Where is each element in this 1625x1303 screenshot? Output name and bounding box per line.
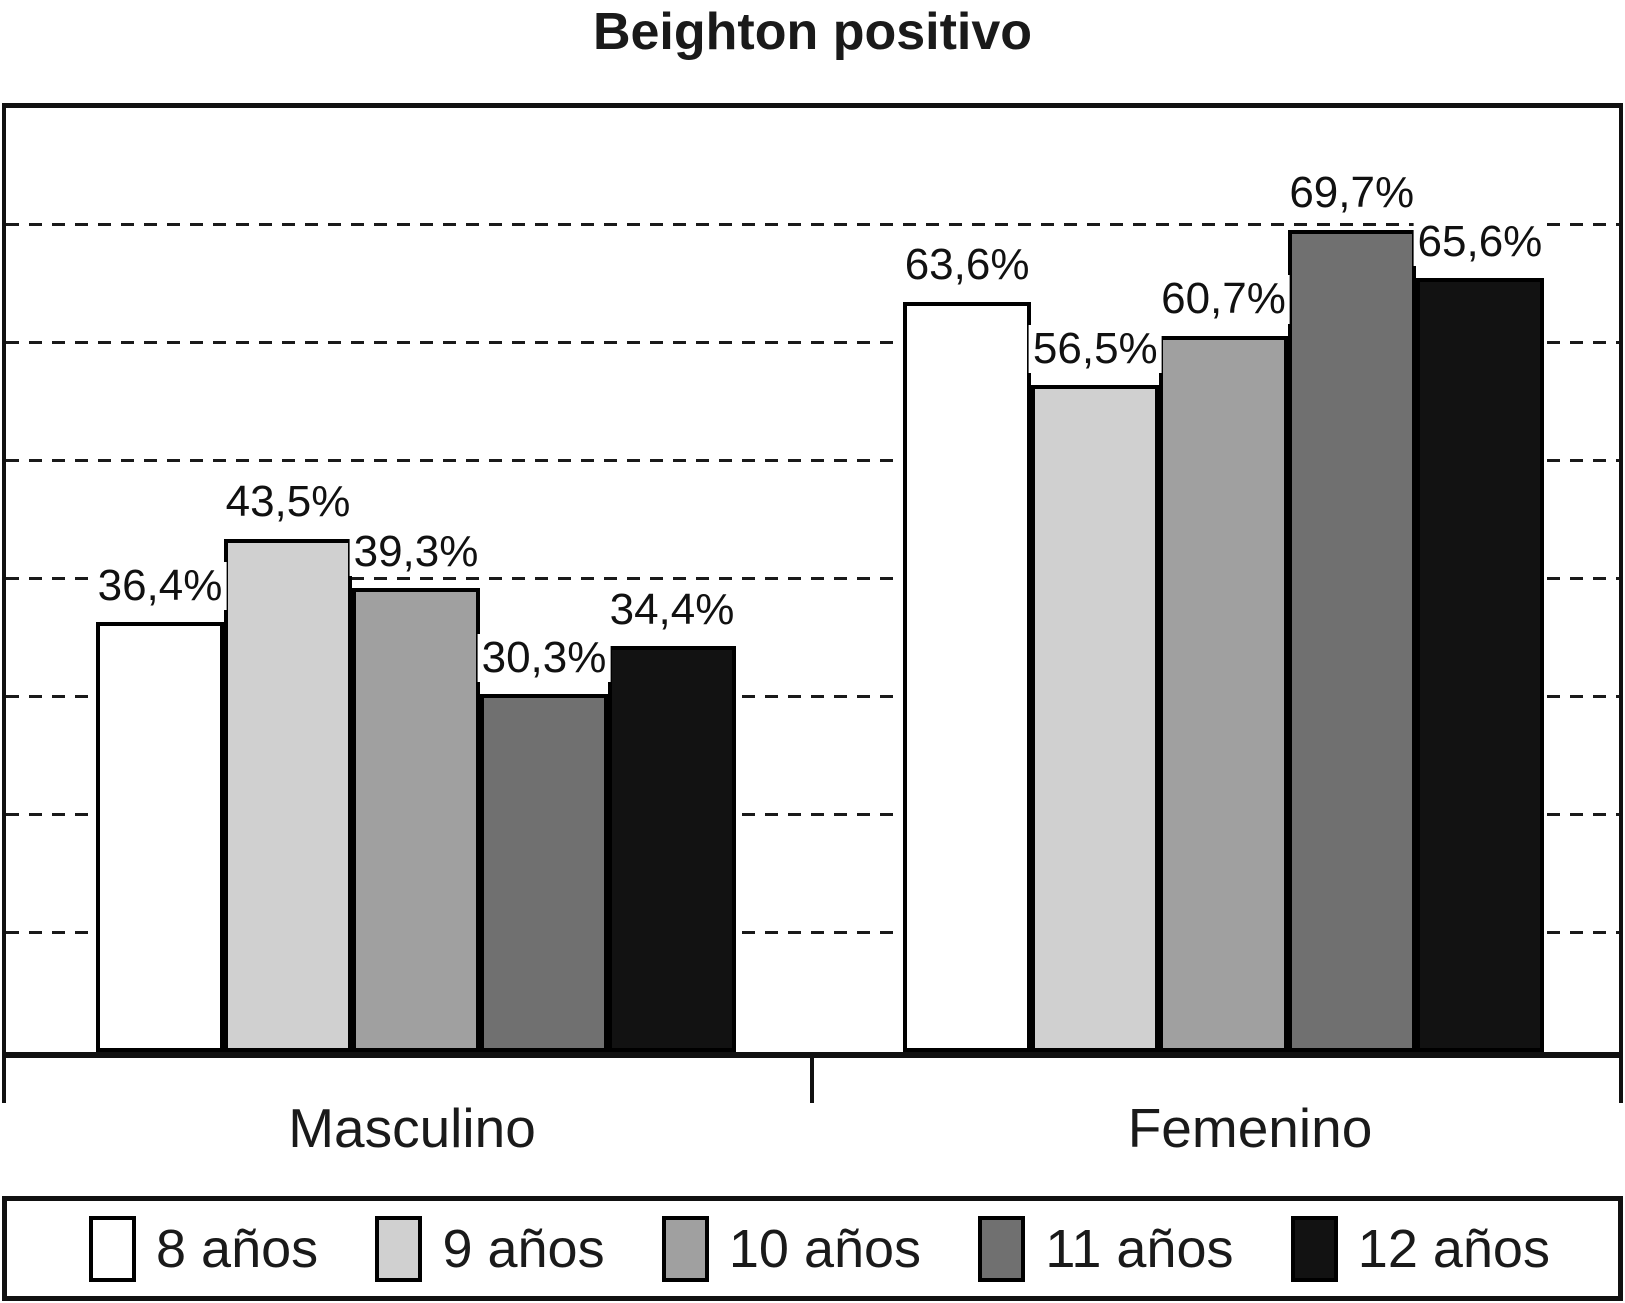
gridline-10 xyxy=(6,931,1619,934)
bar-value-label: 43,5% xyxy=(221,477,355,527)
bar-masculino-11-años xyxy=(480,694,608,1052)
gridline-70 xyxy=(6,223,1619,226)
legend-item-11-anos: 11 años xyxy=(978,1215,1234,1282)
bar-slot: 39,3% xyxy=(349,108,483,1052)
bar-masculino-9-años xyxy=(224,538,352,1052)
bar-femenino-8-años xyxy=(903,301,1032,1052)
legend: 8 años 9 años 10 años 11 años 12 años xyxy=(2,1196,1623,1301)
bar-slot: 69,7% xyxy=(1285,108,1419,1052)
bar-value-label: 56,5% xyxy=(1028,324,1162,374)
legend-swatch-11-anos xyxy=(978,1215,1026,1282)
bar-value-label: 63,6% xyxy=(900,240,1034,290)
bar-masculino-12-años xyxy=(608,646,736,1052)
chart-title: Beighton positivo xyxy=(592,3,1033,61)
legend-item-8-anos: 8 años xyxy=(89,1215,319,1282)
gridline-60 xyxy=(6,341,1619,344)
bar-value-label: 36,4% xyxy=(93,561,227,611)
legend-label-9-anos: 9 años xyxy=(442,1218,605,1279)
legend-swatch-10-anos xyxy=(661,1215,709,1282)
bar-group-masculino: 36,4% 43,5% 39,3% 30,3% 34,4% xyxy=(93,108,739,1052)
bar-slot: 63,6% xyxy=(900,108,1034,1052)
x-axis-tick-left xyxy=(2,1057,6,1103)
legend-swatch-9-anos xyxy=(375,1215,423,1282)
bar-slot: 34,4% xyxy=(605,108,739,1052)
gridline-40 xyxy=(6,577,1619,580)
bar-femenino-9-años xyxy=(1031,385,1160,1052)
legend-item-9-anos: 9 años xyxy=(375,1215,605,1282)
bar-femenino-11-años xyxy=(1287,229,1416,1052)
bar-slot: 30,3% xyxy=(477,108,611,1052)
gridline-30 xyxy=(6,695,1619,698)
plot-area: 36,4% 43,5% 39,3% 30,3% 34,4% 63,6% 56,5% 60,7… xyxy=(2,103,1623,1058)
bar-masculino-8-años xyxy=(96,622,224,1052)
bar-slot: 43,5% xyxy=(221,108,355,1052)
x-axis-tick-center xyxy=(810,1057,814,1103)
category-label-masculino: Masculino xyxy=(288,1097,536,1159)
bar-femenino-12-años xyxy=(1415,277,1545,1052)
category-label-femenino: Femenino xyxy=(1127,1097,1373,1159)
bar-femenino-10-años xyxy=(1159,335,1288,1052)
bar-value-label: 65,6% xyxy=(1413,217,1547,266)
legend-label-11-anos: 11 años xyxy=(1045,1218,1234,1279)
bar-value-label: 60,7% xyxy=(1157,274,1290,324)
legend-label-12-anos: 12 años xyxy=(1357,1218,1550,1279)
bar-group-femenino: 63,6% 56,5% 60,7% 69,7% 65,6% xyxy=(900,108,1547,1052)
x-axis-tick-right xyxy=(1619,1057,1623,1103)
legend-label-10-anos: 10 años xyxy=(728,1218,922,1279)
gridline-20 xyxy=(6,813,1619,816)
bar-slot: 65,6% xyxy=(1413,108,1547,1052)
legend-swatch-12-anos xyxy=(1290,1215,1338,1282)
bar-masculino-10-años xyxy=(352,588,480,1052)
bar-slot: 60,7% xyxy=(1157,108,1290,1052)
gridline-50 xyxy=(6,459,1619,462)
bar-value-label: 39,3% xyxy=(349,527,483,577)
bar-slot: 36,4% xyxy=(93,108,227,1052)
bar-value-label: 69,7% xyxy=(1285,168,1419,218)
legend-item-12-anos: 12 años xyxy=(1290,1215,1550,1282)
legend-item-10-anos: 10 años xyxy=(661,1215,922,1282)
bar-slot: 56,5% xyxy=(1028,108,1162,1052)
legend-swatch-8-anos xyxy=(89,1215,136,1282)
bar-value-label: 34,4% xyxy=(605,585,739,635)
legend-label-8-anos: 8 años xyxy=(156,1218,319,1279)
bar-value-label: 30,3% xyxy=(477,633,611,683)
